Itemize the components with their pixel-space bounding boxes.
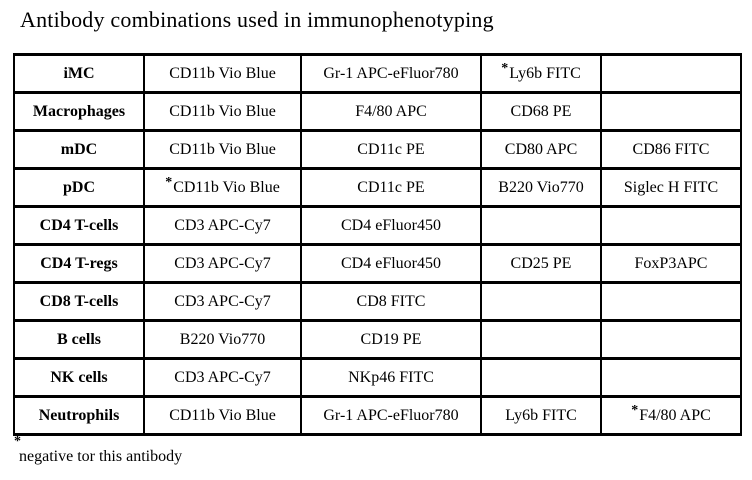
antibody-cell: CD3 APC-Cy7 [143,243,302,284]
table-row: NK cells CD3 APC-Cy7 NKp46 FITC [13,357,742,398]
antibody-cell: CD11c PE [300,129,482,170]
footnote-text: negative tor this antibody [19,448,183,465]
antibody-cell: B220 Vio770 [480,167,602,208]
empty-cell [600,357,742,398]
table-row: Macrophages CD11b Vio Blue F4/80 APC CD68 P… [13,91,742,132]
table-row: mDC CD11b Vio Blue CD11c PE CD80 APC CD86 FI… [13,129,742,170]
cell-type-label: pDC [13,167,145,208]
antibody-cell: CD19 PE [300,319,482,360]
antibody-table: iMC CD11b Vio Blue Gr-1 APC-eFluor780 *Ly6b… [13,53,742,436]
cell-type-label: NK cells [13,357,145,398]
antibody-cell: CD11c PE [300,167,482,208]
antibody-cell: FoxP3APC [600,243,742,284]
antibody-cell: Gr-1 APC-eFluor780 [300,53,482,94]
antibody-cell: CD8 FITC [300,281,482,322]
antibody-cell: CD11b Vio Blue [143,129,302,170]
footnote: * negative tor this antibody [14,434,183,466]
table-row: iMC CD11b Vio Blue Gr-1 APC-eFluor780 *Ly6b… [13,53,742,94]
cell-type-label: mDC [13,129,145,170]
antibody-cell: CD11b Vio Blue [143,53,302,94]
cell-type-label: Macrophages [13,91,145,132]
antibody-cell: CD68 PE [480,91,602,132]
antibody-cell: F4/80 APC [300,91,482,132]
cell-type-label: CD4 T-regs [13,243,145,284]
antibody-cell: CD3 APC-Cy7 [143,357,302,398]
antibody-cell: Gr-1 APC-eFluor780 [300,395,482,436]
antibody-cell: *F4/80 APC [600,395,742,436]
antibody-cell: CD11b Vio Blue [143,91,302,132]
table-row: Neutrophils CD11b Vio Blue Gr-1 APC-eFluor… [13,395,742,436]
cell-type-label: CD8 T-cells [13,281,145,322]
antibody-cell: CD86 FITC [600,129,742,170]
cell-type-label: Neutrophils [13,395,145,436]
antibody-cell: CD4 eFluor450 [300,205,482,246]
empty-cell [480,205,602,246]
table-body: iMC CD11b Vio Blue Gr-1 APC-eFluor780 *Ly6b… [13,53,742,436]
antibody-cell: CD11b Vio Blue [143,395,302,436]
antibody-cell: Ly6b FITC [480,395,602,436]
empty-cell [600,205,742,246]
cell-type-label: iMC [13,53,145,94]
empty-cell [600,281,742,322]
antibody-cell: CD80 APC [480,129,602,170]
empty-cell [600,319,742,360]
page-title: Antibody combinations used in immunophen… [20,7,494,32]
antibody-cell: NKp46 FITC [300,357,482,398]
table-row: CD4 T-regs CD3 APC-Cy7 CD4 eFluor450 CD25 P… [13,243,742,284]
empty-cell [480,357,602,398]
antibody-cell: B220 Vio770 [143,319,302,360]
cell-type-label: CD4 T-cells [13,205,145,246]
antibody-cell: CD3 APC-Cy7 [143,205,302,246]
antibody-cell: CD4 eFluor450 [300,243,482,284]
empty-cell [600,91,742,132]
footnote-asterisk: * [14,434,21,449]
antibody-cell: CD25 PE [480,243,602,284]
antibody-cell: *Ly6b FITC [480,53,602,94]
table-row: pDC *CD11b Vio Blue CD11c PE B220 Vio770 Sig… [13,167,742,208]
table-row: CD8 T-cells CD3 APC-Cy7 CD8 FITC [13,281,742,322]
antibody-cell: Siglec H FITC [600,167,742,208]
empty-cell [480,281,602,322]
cell-type-label: B cells [13,319,145,360]
antibody-cell: CD3 APC-Cy7 [143,281,302,322]
antibody-cell: *CD11b Vio Blue [143,167,302,208]
empty-cell [600,53,742,94]
table-row: B cells B220 Vio770 CD19 PE [13,319,742,360]
empty-cell [480,319,602,360]
table-row: CD4 T-cells CD3 APC-Cy7 CD4 eFluor450 [13,205,742,246]
